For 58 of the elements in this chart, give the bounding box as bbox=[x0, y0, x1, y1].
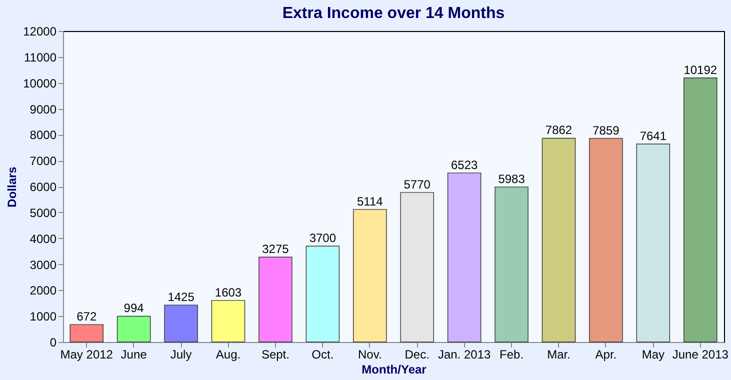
x-tick-label: Dec. bbox=[404, 348, 430, 362]
data-label: 5770 bbox=[404, 177, 431, 192]
bar bbox=[211, 300, 246, 342]
data-label: 10192 bbox=[684, 62, 718, 77]
y-tick-label: 8000 bbox=[30, 128, 57, 142]
x-tick-label: July bbox=[170, 348, 192, 362]
data-label: 3700 bbox=[309, 231, 336, 246]
y-tick-label: 6000 bbox=[30, 180, 57, 194]
y-tick-label: 12000 bbox=[23, 24, 57, 38]
bar bbox=[70, 324, 104, 342]
x-tick-label: May 2012 bbox=[60, 348, 114, 362]
data-label: 672 bbox=[76, 310, 97, 324]
data-label: 1425 bbox=[168, 290, 195, 304]
y-tick-label: 2000 bbox=[30, 284, 57, 298]
data-label: 7859 bbox=[592, 123, 620, 138]
x-tick-label: Sept. bbox=[261, 348, 290, 362]
y-tick-label: 10000 bbox=[23, 76, 57, 90]
bar bbox=[636, 144, 670, 342]
bar bbox=[494, 186, 528, 342]
bar bbox=[684, 78, 718, 342]
x-tick-label: June bbox=[120, 348, 148, 362]
data-label: 1603 bbox=[214, 285, 242, 300]
bar bbox=[116, 316, 151, 342]
data-label: 7641 bbox=[640, 128, 667, 143]
data-label: 994 bbox=[124, 301, 144, 316]
bar bbox=[353, 209, 387, 342]
y-tick-label: 7000 bbox=[30, 154, 57, 168]
y-tick-label: 0 bbox=[50, 336, 57, 350]
data-label: 6523 bbox=[450, 158, 478, 172]
data-label: 7862 bbox=[545, 123, 572, 138]
x-tick-label: Oct. bbox=[312, 348, 334, 362]
x-tick-label: Apr. bbox=[595, 348, 617, 362]
data-label: 3275 bbox=[262, 242, 290, 256]
bar bbox=[447, 172, 482, 342]
bar bbox=[589, 138, 623, 342]
chart-title: Extra Income over 14 Months bbox=[282, 5, 505, 22]
y-tick-label: 5000 bbox=[30, 206, 57, 220]
bar bbox=[258, 256, 292, 342]
x-tick-label: Feb. bbox=[500, 348, 524, 362]
x-axis-title: Month/Year bbox=[362, 362, 427, 376]
x-tick-label: May bbox=[642, 348, 665, 362]
bar bbox=[542, 138, 576, 342]
bar bbox=[306, 246, 340, 342]
x-tick-label: June 2013 bbox=[672, 348, 729, 362]
x-tick-label: Aug. bbox=[216, 348, 241, 362]
data-label: 5114 bbox=[356, 194, 384, 208]
data-label: 5983 bbox=[498, 172, 526, 186]
y-tick-label: 1000 bbox=[30, 310, 57, 324]
x-tick-label: Nov. bbox=[358, 348, 382, 362]
y-axis-title: Dollars bbox=[5, 166, 20, 208]
y-tick-label: 9000 bbox=[30, 102, 57, 116]
y-tick-label: 3000 bbox=[30, 258, 57, 272]
y-tick-label: 11000 bbox=[24, 50, 57, 64]
x-tick-label: Mar. bbox=[547, 348, 570, 362]
bar bbox=[164, 304, 198, 342]
x-tick-label: Jan. 2013 bbox=[438, 348, 491, 362]
bar bbox=[400, 192, 434, 342]
y-tick-label: 4000 bbox=[30, 232, 57, 246]
